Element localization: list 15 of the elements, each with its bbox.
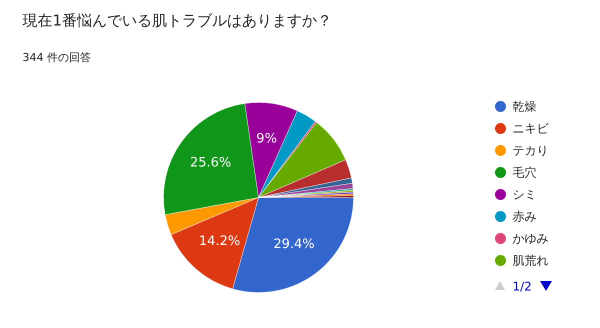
legend-label: 肌荒れ xyxy=(512,254,548,268)
data-label: 29.4% xyxy=(273,236,315,252)
text: 1/2 xyxy=(512,280,532,294)
legend-label: 毛穴 xyxy=(512,166,536,180)
text: 344 件の回答 xyxy=(22,51,91,64)
legend-label: かゆみ xyxy=(512,232,548,246)
legend-label: 赤み xyxy=(512,210,536,224)
data-label: 14.2% xyxy=(198,234,240,250)
legend-label: シミ xyxy=(512,188,536,202)
legend-label: テカり xyxy=(512,144,548,158)
data-label: 25.6% xyxy=(190,156,232,171)
data-label: 9% xyxy=(256,132,277,147)
chart-title: 現在1番悩んでいる肌トラブルはありますか？ xyxy=(22,12,332,30)
legend-label: 乾燥 xyxy=(512,100,536,114)
legend-label: ニキビ xyxy=(512,122,550,136)
